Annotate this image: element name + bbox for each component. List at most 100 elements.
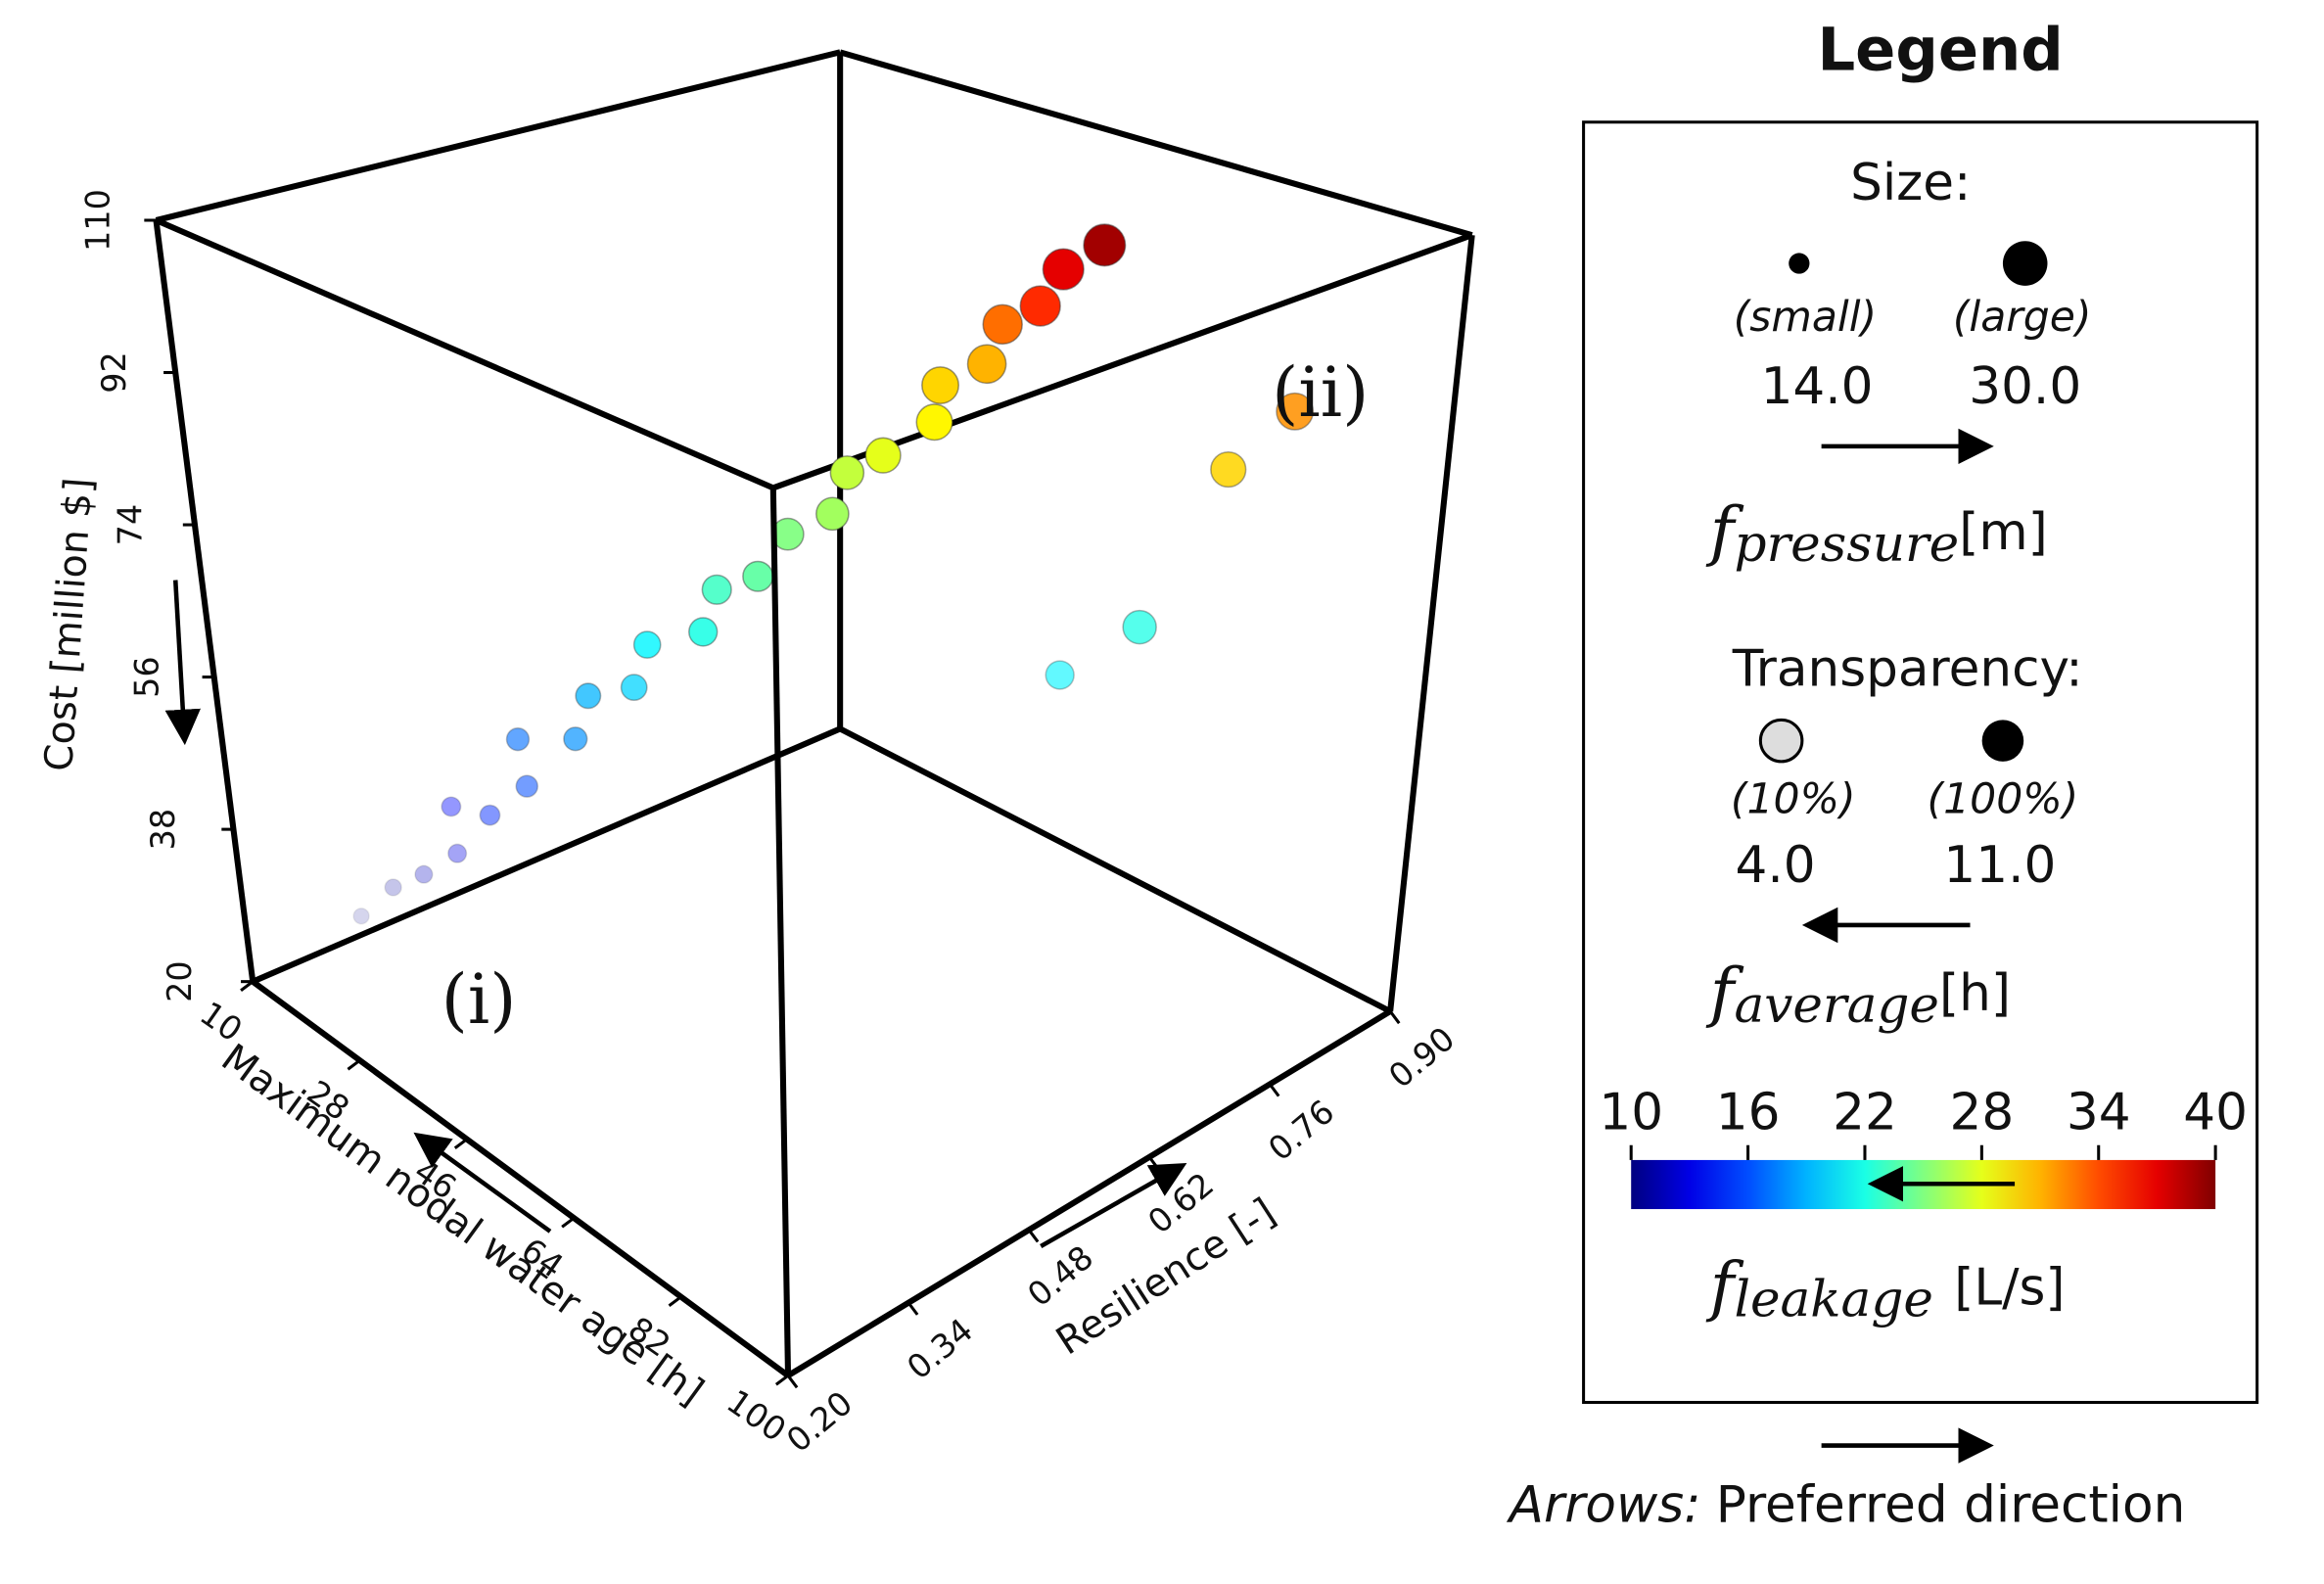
legend-value: 14.0: [1761, 357, 1874, 416]
z-tick-label: 20: [161, 960, 199, 1002]
point: [815, 496, 850, 532]
point: [352, 907, 370, 925]
colorbar-tick-label: 10: [1599, 1083, 1663, 1141]
x-tick: [668, 1295, 682, 1307]
point: [864, 437, 902, 474]
point: [632, 630, 662, 659]
legend-text: (100%): [1928, 775, 2079, 823]
box-edge: [769, 488, 792, 1376]
legend-title: Legend: [1817, 16, 2063, 84]
legend-heading: Transparency:: [1732, 640, 2083, 699]
unit: [L/s]: [1954, 1259, 2065, 1318]
point: [1045, 660, 1075, 690]
box-edge: [153, 219, 256, 983]
y-tick: [786, 1374, 799, 1389]
box-edge: [1387, 234, 1475, 1012]
x-tick-label: 100: [720, 1382, 793, 1450]
subscript: pressure: [1734, 515, 1959, 574]
colorbar-tick-label: 16: [1716, 1083, 1781, 1141]
colorbar-tick-label: 40: [2183, 1083, 2248, 1141]
legend-text: (large): [1953, 294, 2092, 342]
colorbar-tick-label: 28: [1950, 1083, 2015, 1141]
note-text: Preferred direction: [1716, 1475, 2186, 1534]
legend-text: (small): [1734, 294, 1877, 342]
point: [982, 303, 1023, 346]
point: [701, 574, 732, 605]
z-tick-label: 110: [78, 189, 116, 252]
subscript: average: [1734, 975, 1939, 1034]
point: [921, 366, 959, 405]
point: [563, 726, 588, 752]
colorbar-tick-label: 22: [1833, 1083, 1897, 1141]
subscript: leakage: [1734, 1270, 1933, 1328]
point: [966, 344, 1007, 385]
point: [575, 682, 602, 710]
point: [1083, 223, 1127, 267]
legend-label: fpressure[m]: [1705, 491, 2048, 573]
colorbar-ticks: 10 16 22 28 34 40: [1599, 1083, 2248, 1160]
legend-value: 11.0: [1943, 836, 2056, 895]
z-tick-label: 56: [127, 656, 165, 698]
legend-label: fleakage [L/s]: [1705, 1247, 2066, 1328]
legend-value: 30.0: [1969, 357, 2081, 416]
y-tick: [1388, 1010, 1401, 1025]
y-tick-label: 0.90: [1381, 1019, 1462, 1095]
point: [1122, 609, 1157, 645]
z-tick-label: 92: [95, 351, 133, 394]
unit: [m]: [1959, 503, 2048, 562]
box-edge: [786, 1008, 1392, 1378]
arrow: [164, 580, 201, 746]
box-edge: [252, 725, 842, 985]
box-edge: [251, 979, 790, 1378]
point: [688, 617, 719, 647]
colorbar-tick-label: 34: [2067, 1083, 2131, 1141]
point: [1210, 450, 1247, 489]
z-tick-label: 38: [144, 809, 182, 851]
y-tick: [1147, 1155, 1160, 1170]
y-tick: [1027, 1229, 1040, 1243]
box-edge: [155, 49, 841, 223]
box-edge: [839, 49, 1473, 239]
annotation: (i): [442, 960, 517, 1040]
point: [1019, 285, 1061, 327]
x-axis-title: Maximum nodal water age [h]: [213, 1035, 712, 1415]
x-tick: [774, 1374, 789, 1386]
legend: Legend Size: (small) (large) 14.0 30.0 f…: [1507, 16, 2259, 1534]
legend-text: (10%): [1731, 775, 1856, 823]
point: [829, 455, 865, 490]
plot-area: 10284664821000.200.340.480.620.760.90203…: [36, 49, 1475, 1460]
legend-dot: [1758, 718, 1804, 764]
y-tick: [906, 1301, 919, 1316]
point: [1276, 392, 1315, 431]
note-label: Arrows:: [1507, 1475, 1701, 1534]
point: [915, 403, 953, 442]
legend-heading: Size:: [1850, 154, 1971, 212]
y-tick-label: 0.76: [1261, 1093, 1341, 1169]
point: [384, 878, 402, 897]
point: [447, 843, 468, 863]
unit: [h]: [1939, 964, 2011, 1023]
x-tick: [561, 1216, 576, 1229]
legend-note: Arrows: Preferred direction: [1507, 1475, 2186, 1534]
z-axis-title: Cost [million $]: [36, 477, 102, 773]
legend-box: [1582, 120, 2259, 1405]
point: [441, 796, 462, 817]
annotation: (ii): [1272, 353, 1369, 433]
legend-dot: [1789, 253, 1810, 274]
point: [515, 774, 539, 798]
box-edge: [838, 725, 1392, 1014]
z-tick-label: 74: [112, 504, 150, 546]
point: [505, 726, 531, 752]
x-tick: [453, 1138, 468, 1149]
arrow: [1040, 1163, 1187, 1248]
legend-value: 4.0: [1735, 836, 1815, 895]
box-edge: [155, 217, 775, 491]
legend-dot: [1981, 720, 2024, 762]
arrow: [413, 1132, 552, 1234]
y-tick-label: 0.20: [779, 1383, 860, 1460]
point: [742, 560, 774, 592]
point: [620, 674, 648, 702]
point: [1042, 248, 1085, 291]
point: [414, 864, 434, 884]
